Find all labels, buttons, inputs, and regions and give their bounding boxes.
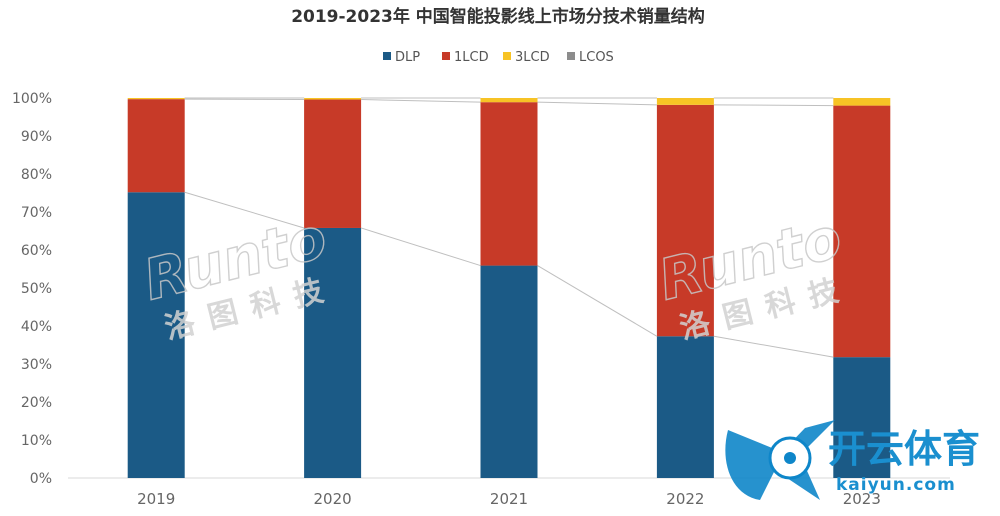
bar-1lcd-2019 (127, 99, 185, 193)
y-axis: 0% 10% 20% 30% 40% 50% 60% 70% 80% 90% 100% (12, 91, 52, 487)
x-tick-label: 2023 (843, 490, 881, 508)
legend-label-1lcd: 1LCD (454, 50, 489, 65)
legend-label-3lcd: 3LCD (515, 50, 550, 65)
bar-1lcd-2021 (480, 102, 538, 266)
bar-dlp-2023 (833, 357, 891, 478)
kaiyun-brand-text: 开云体育 (828, 427, 980, 471)
y-tick-label: 60% (21, 243, 52, 259)
bar-dlp-2020 (304, 227, 362, 478)
x-axis: 2019 2020 2021 2022 2023 (137, 490, 881, 508)
series-line-dlp (360, 227, 481, 267)
y-tick-label: 80% (21, 167, 52, 183)
bar-3lcd-2021 (480, 98, 538, 103)
bar-1lcd-2020 (304, 99, 362, 228)
bar-1lcd-2023 (833, 105, 891, 358)
y-tick-label: 10% (21, 433, 52, 449)
series-line-dlp (184, 191, 305, 229)
bar-3lcd-2019 (127, 98, 185, 100)
legend-swatch-dlp (383, 52, 391, 60)
y-tick-label: 0% (30, 471, 52, 487)
legend-label-lcos: LCOS (579, 50, 614, 65)
bars (127, 98, 891, 479)
y-tick-label: 100% (12, 91, 52, 107)
y-tick-label: 30% (21, 357, 52, 373)
x-tick-label: 2020 (314, 490, 352, 508)
bar-1lcd-2022 (656, 104, 714, 337)
series-line-1lcd (537, 101, 657, 106)
legend-swatch-3lcd (503, 52, 511, 60)
y-tick-label: 70% (21, 205, 52, 221)
series-line-dlp (537, 265, 658, 337)
legend-swatch-lcos (567, 52, 575, 60)
bar-dlp-2021 (480, 265, 538, 478)
y-tick-label: 90% (21, 129, 52, 145)
legend-swatch-1lcd (442, 52, 450, 60)
series-line-1lcd (361, 99, 481, 103)
x-tick-label: 2019 (137, 490, 175, 508)
bar-3lcd-2023 (833, 98, 891, 106)
y-tick-label: 50% (21, 281, 52, 297)
x-tick-label: 2021 (490, 490, 528, 508)
bar-3lcd-2022 (656, 98, 714, 105)
series-connector-lines (184, 97, 834, 358)
legend: DLP 1LCD 3LCD LCOS (383, 50, 614, 65)
chart-title: 2019-2023年 中国智能投影线上市场分技术销量结构 (291, 6, 705, 27)
y-tick-label: 40% (21, 319, 52, 335)
kaiyun-logo: 开云体育 kaiyun.com (725, 420, 980, 500)
x-tick-label: 2022 (666, 490, 704, 508)
y-tick-label: 20% (21, 395, 52, 411)
legend-label-dlp: DLP (395, 50, 420, 65)
bar-3lcd-2020 (304, 98, 362, 100)
bar-dlp-2019 (127, 192, 185, 479)
bar-dlp-2022 (656, 336, 714, 478)
kaiyun-url-text: kaiyun.com (836, 475, 956, 495)
series-line-dlp (713, 335, 834, 358)
series-line-1lcd (713, 104, 834, 107)
